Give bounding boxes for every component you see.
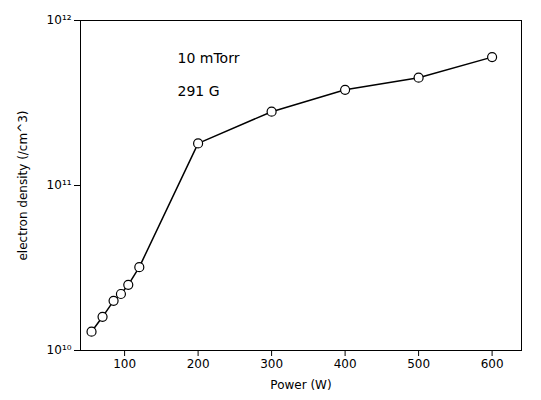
svg-text:10 mTorr: 10 mTorr: [178, 50, 240, 66]
svg-text:100: 100: [113, 357, 136, 371]
svg-text:600: 600: [481, 357, 504, 371]
svg-text:10¹¹: 10¹¹: [47, 178, 72, 192]
svg-text:500: 500: [407, 357, 430, 371]
svg-text:electron density (/cm^3): electron density (/cm^3): [16, 110, 30, 260]
svg-text:200: 200: [187, 357, 210, 371]
svg-text:Power (W): Power (W): [270, 378, 331, 392]
svg-text:291 G: 291 G: [178, 83, 220, 99]
svg-text:10¹⁰: 10¹⁰: [47, 343, 72, 357]
svg-text:300: 300: [260, 357, 283, 371]
svg-text:400: 400: [334, 357, 357, 371]
svg-text:10¹²: 10¹²: [47, 13, 72, 27]
